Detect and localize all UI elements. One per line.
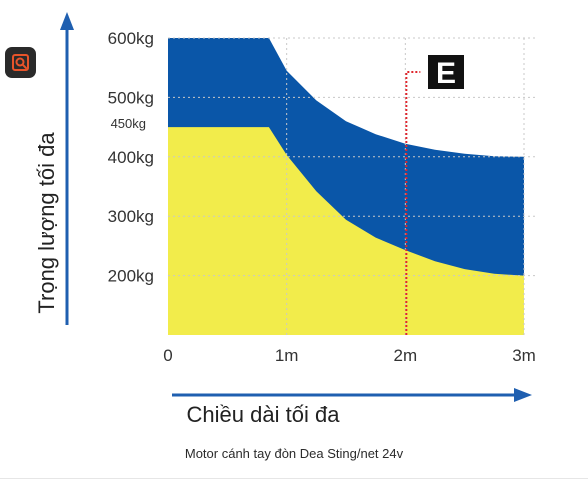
divider bbox=[0, 478, 588, 479]
area-series-2 bbox=[168, 127, 524, 335]
axes bbox=[60, 12, 532, 402]
y-tick-label-extra: 450kg bbox=[111, 116, 146, 131]
x-axis-title: Chiều dài tối đa bbox=[187, 402, 341, 427]
x-tick-label: 3m bbox=[512, 346, 536, 365]
marker: E bbox=[405, 55, 464, 335]
x-tick-label: 2m bbox=[394, 346, 418, 365]
area-series bbox=[168, 38, 524, 335]
marker-line bbox=[405, 71, 421, 335]
y-tick-label: 200kg bbox=[108, 267, 154, 286]
tick-labels: 200kg 300kg 400kg 500kg 600kg 450kg 0 1m 2m 3m bbox=[108, 29, 536, 365]
x-tick-label: 0 bbox=[163, 346, 172, 365]
y-tick-label: 300kg bbox=[108, 207, 154, 226]
zoom-search-icon bbox=[12, 54, 29, 71]
marker-box bbox=[428, 55, 464, 89]
marker-label: E bbox=[436, 57, 456, 90]
grid-lines bbox=[168, 37, 538, 335]
x-tick-label: 1m bbox=[275, 346, 299, 365]
y-tick-label: 500kg bbox=[108, 88, 154, 107]
caption: Motor cánh tay đòn Dea Sting/net 24v bbox=[184, 446, 404, 461]
y-tick-label: 400kg bbox=[108, 148, 154, 167]
y-axis-arrow-head bbox=[60, 12, 74, 30]
y-axis-title: Trọng lượng tối đa bbox=[34, 132, 59, 314]
zoom-button[interactable] bbox=[5, 47, 36, 78]
y-tick-label: 600kg bbox=[108, 29, 154, 48]
x-axis-arrow-head bbox=[514, 388, 532, 402]
